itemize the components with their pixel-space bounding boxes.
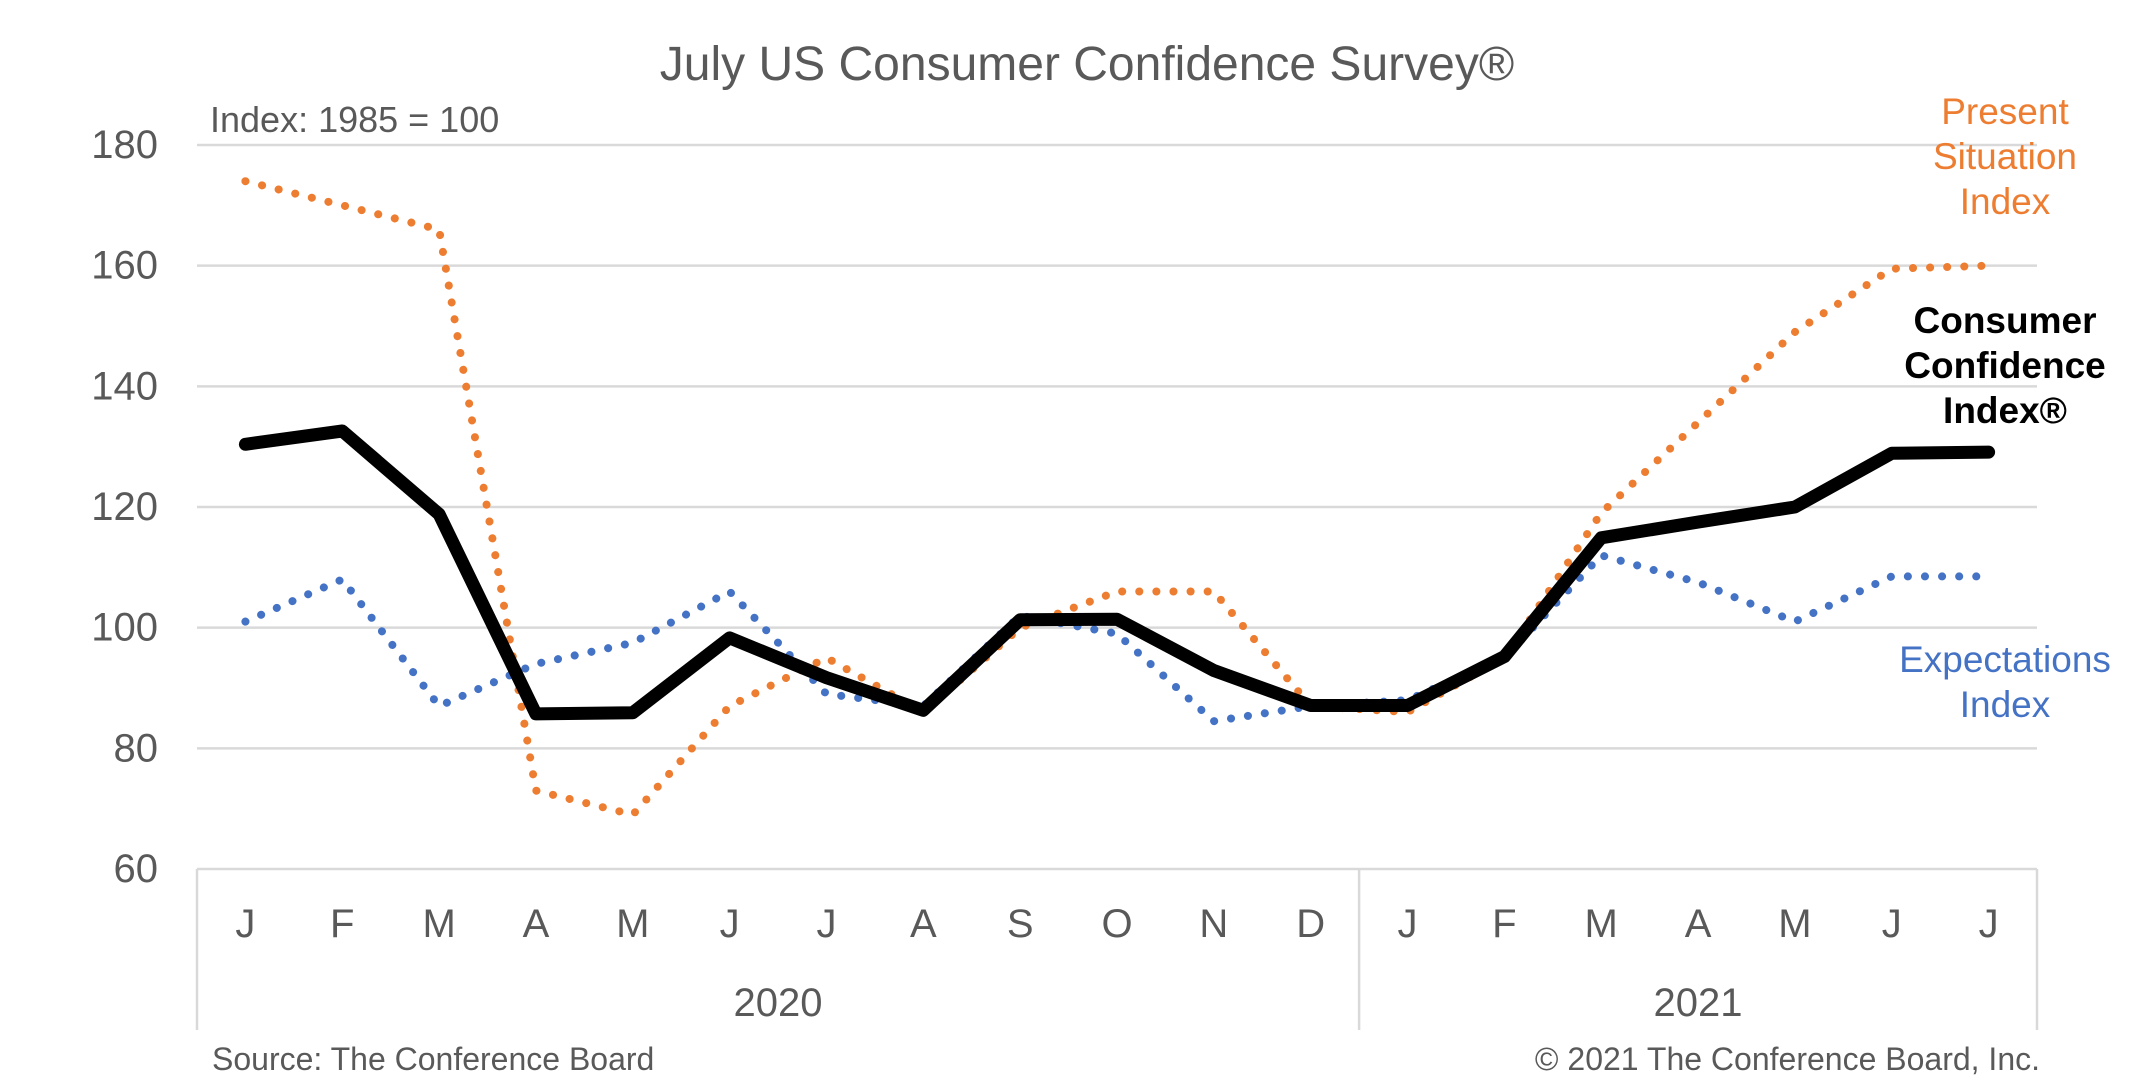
x-tick-label: A <box>910 902 937 946</box>
x-tick-label: M <box>1585 902 1618 946</box>
x-tick-label: J <box>1979 902 1999 946</box>
x-tick-label: S <box>1007 902 1034 946</box>
x-tick-label: J <box>1882 902 1902 946</box>
series-lines <box>238 177 1996 819</box>
series-label: Present Situation Index <box>1933 91 2077 222</box>
y-tick-label: 120 <box>91 485 158 529</box>
y-tick-label: 180 <box>91 123 158 167</box>
x-tick-label: A <box>523 902 550 946</box>
x-tick-label: J <box>720 902 740 946</box>
x-tick-label: O <box>1101 902 1132 946</box>
consumer-confidence-index-line <box>238 424 1996 721</box>
year-label-2020: 2020 <box>734 981 823 1025</box>
series-label: Consumer Confidence Index® <box>1904 300 2105 431</box>
series-label: Expectations Index <box>1899 639 2111 725</box>
x-tick-label: J <box>816 902 836 946</box>
present-situation-index-line <box>241 177 1993 819</box>
axes: 60 80 100 120 140 160 180 2020 2021 J F M A M J J A S O N D J… <box>91 123 2039 1030</box>
chart-subtitle: Index: 1985 = 100 <box>210 99 499 140</box>
x-tick-label: J <box>1398 902 1418 946</box>
y-tick-label: 80 <box>114 726 159 770</box>
series-labels: Present Situation Index Consumer Confidence I… <box>1899 91 2111 725</box>
chart-title: July US Consumer Confidence Survey® <box>660 38 1514 91</box>
x-tick-label: M <box>422 902 455 946</box>
x-tick-label: D <box>1296 902 1325 946</box>
x-tick-label: M <box>616 902 649 946</box>
gridlines <box>197 143 2037 871</box>
y-tick-label: 60 <box>114 847 159 891</box>
y-tick-label: 140 <box>91 364 158 408</box>
year-label-2021: 2021 <box>1654 981 1743 1025</box>
y-tick-label: 100 <box>91 606 158 650</box>
x-tick-label: F <box>1492 902 1516 946</box>
copyright-note: © 2021 The Conference Board, Inc. <box>1535 1041 2040 1077</box>
x-tick-label: N <box>1199 902 1228 946</box>
source-note: Source: The Conference Board <box>212 1041 654 1077</box>
x-tick-label: J <box>235 902 255 946</box>
x-tick-label: F <box>330 902 354 946</box>
x-tick-label: M <box>1778 902 1811 946</box>
y-tick-label: 160 <box>91 244 158 288</box>
x-tick-label: A <box>1685 902 1712 946</box>
